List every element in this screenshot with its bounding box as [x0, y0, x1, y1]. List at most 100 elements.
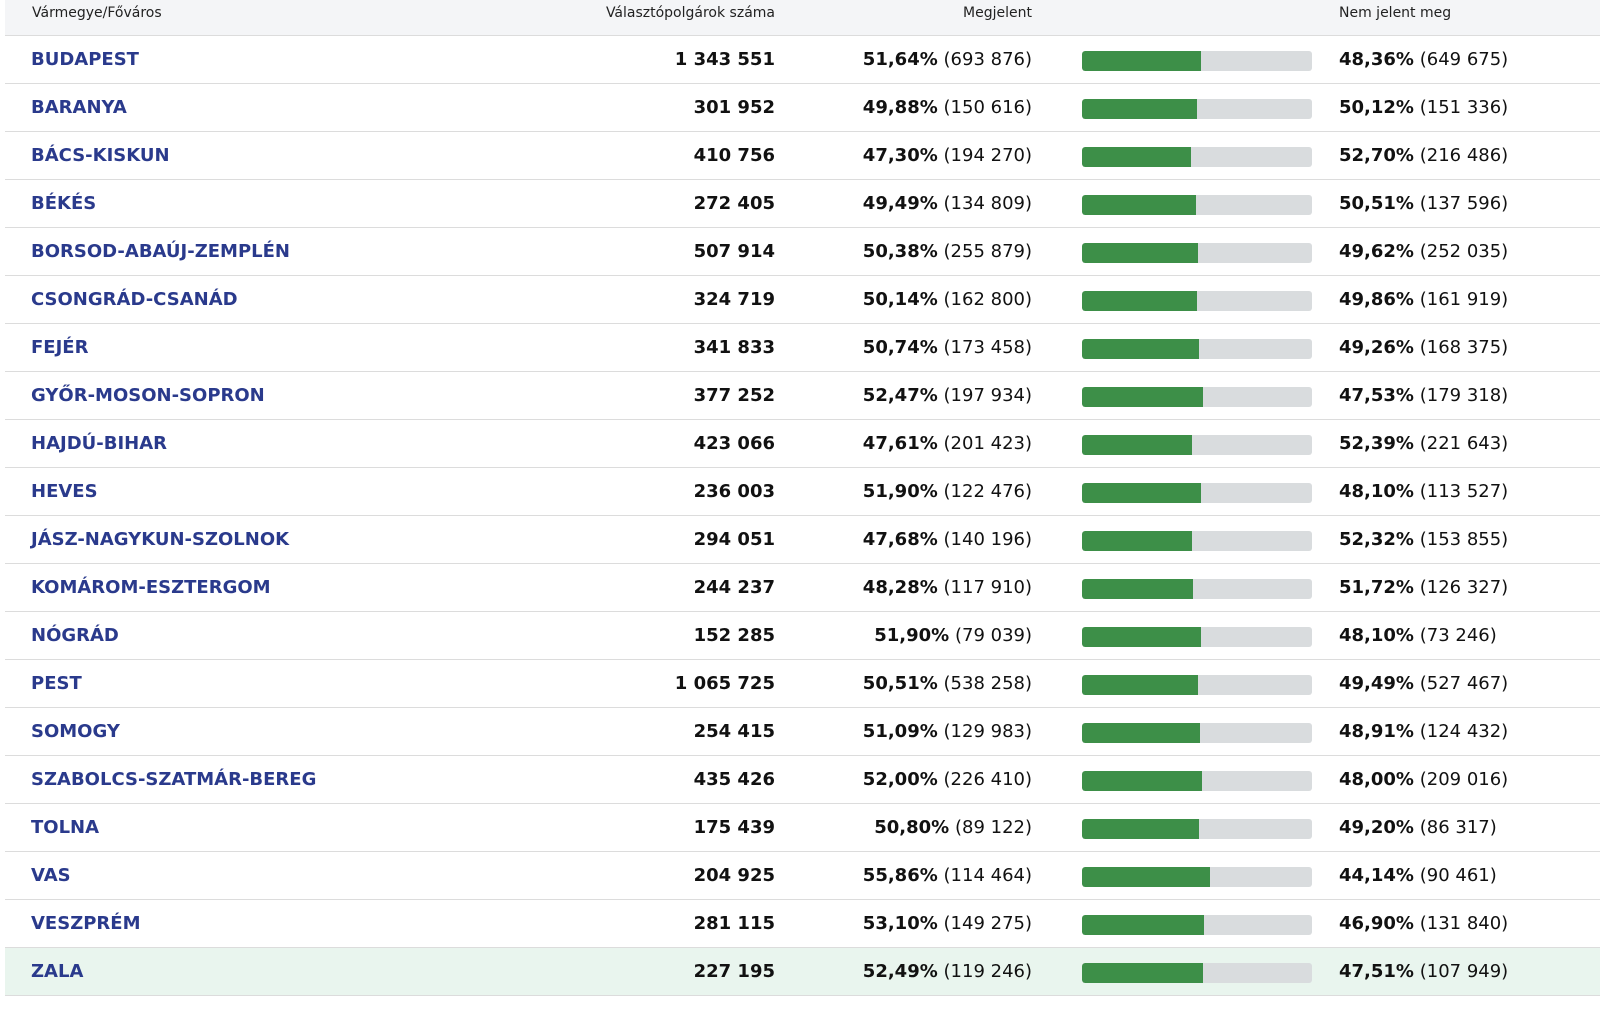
- column-header-county[interactable]: Vármegye/Főváros: [32, 5, 162, 21]
- present-count: (149 275): [943, 913, 1032, 934]
- turnout-bar-fill: [1082, 99, 1197, 119]
- column-header-absent[interactable]: Nem jelent meg: [1339, 5, 1452, 21]
- absent-percent: 52,39%: [1339, 433, 1414, 454]
- county-link[interactable]: CSONGRÁD-CSANÁD: [31, 289, 238, 310]
- turnout-bar: [1082, 579, 1312, 599]
- county-link[interactable]: VESZPRÉM: [31, 913, 141, 934]
- column-header-present[interactable]: Megjelent: [963, 5, 1032, 21]
- county-link[interactable]: NÓGRÁD: [31, 625, 119, 646]
- turnout-bar-fill: [1082, 291, 1198, 311]
- present-value: 49,49% (134 809): [863, 193, 1032, 215]
- turnout-bar-fill: [1082, 675, 1199, 695]
- present-value: 50,74% (173 458): [863, 337, 1032, 359]
- absent-value: 52,70% (216 486): [1339, 145, 1508, 167]
- table-row: GYŐR-MOSON-SOPRON 377 252 52,47% (197 934)…: [5, 372, 1600, 420]
- voters-count: 341 833: [693, 337, 775, 358]
- table-row: BÉKÉS 272 405 49,49% (134 809) 50,51% (137 …: [5, 180, 1600, 228]
- absent-value: 52,39% (221 643): [1339, 433, 1508, 455]
- county-link[interactable]: JÁSZ-NAGYKUN-SZOLNOK: [31, 529, 290, 550]
- absent-count: (179 318): [1419, 385, 1509, 406]
- turnout-bar-fill: [1082, 915, 1205, 935]
- absent-percent: 48,91%: [1339, 721, 1414, 742]
- present-value: 50,80% (89 122): [874, 817, 1032, 839]
- absent-value: 48,00% (209 016): [1339, 769, 1508, 791]
- absent-percent: 47,51%: [1339, 961, 1414, 982]
- turnout-bar-fill: [1082, 531, 1192, 551]
- column-header-voters[interactable]: Választópolgárok száma: [605, 5, 775, 21]
- absent-count: (131 840): [1419, 913, 1509, 934]
- county-link[interactable]: SZABOLCS-SZATMÁR-BEREG: [31, 769, 317, 790]
- voters-count: 294 051: [693, 529, 775, 550]
- table-row: PEST 1 065 725 50,51% (538 258) 49,49% (527…: [5, 660, 1600, 708]
- absent-count: (90 461): [1419, 865, 1497, 886]
- present-value: 51,90% (122 476): [863, 481, 1032, 503]
- county-link[interactable]: TOLNA: [31, 817, 100, 838]
- absent-value: 48,10% (113 527): [1339, 481, 1508, 503]
- absent-value: 48,36% (649 675): [1339, 49, 1508, 71]
- turnout-bar-fill: [1082, 339, 1199, 359]
- turnout-bar: [1082, 771, 1312, 791]
- absent-percent: 44,14%: [1339, 865, 1414, 886]
- present-percent: 51,90%: [862, 481, 938, 502]
- present-count: (173 458): [943, 337, 1032, 358]
- turnout-bar: [1082, 963, 1312, 983]
- table-row: TOLNA 175 439 50,80% (89 122) 49,20% (86 31…: [5, 804, 1600, 852]
- present-value: 49,88% (150 616): [863, 97, 1032, 119]
- voters-count: 281 115: [693, 913, 775, 934]
- turnout-bar: [1082, 339, 1312, 359]
- turnout-bar: [1082, 291, 1312, 311]
- table-row: BÁCS-KISKUN 410 756 47,30% (194 270) 52,70%…: [5, 132, 1600, 180]
- absent-percent: 48,10%: [1339, 481, 1414, 502]
- present-count: (162 800): [943, 289, 1032, 310]
- turnout-bar-fill: [1082, 771, 1202, 791]
- turnout-bar-fill: [1082, 51, 1201, 71]
- county-link[interactable]: SOMOGY: [31, 721, 120, 742]
- present-value: 52,49% (119 246): [863, 961, 1032, 983]
- voters-count: 324 719: [693, 289, 775, 310]
- county-link[interactable]: BARANYA: [31, 97, 127, 118]
- present-count: (134 809): [943, 193, 1032, 214]
- county-link[interactable]: BÁCS-KISKUN: [31, 145, 170, 166]
- turnout-bar: [1082, 435, 1312, 455]
- county-link[interactable]: KOMÁROM-ESZTERGOM: [31, 577, 271, 598]
- absent-count: (252 035): [1419, 241, 1509, 262]
- turnout-bar-fill: [1082, 387, 1203, 407]
- turnout-bar: [1082, 51, 1312, 71]
- turnout-bar-fill: [1082, 819, 1199, 839]
- county-link[interactable]: VAS: [31, 865, 71, 886]
- county-link[interactable]: BUDAPEST: [31, 49, 139, 70]
- present-percent: 47,68%: [862, 529, 938, 550]
- voters-count: 1 343 551: [674, 49, 775, 70]
- table-row: BORSOD-ABAÚJ-ZEMPLÉN 507 914 50,38% (255 8…: [5, 228, 1600, 276]
- present-value: 50,51% (538 258): [863, 673, 1032, 695]
- voters-count: 236 003: [693, 481, 775, 502]
- absent-percent: 50,51%: [1339, 193, 1414, 214]
- turnout-bar: [1082, 195, 1312, 215]
- county-link[interactable]: HAJDÚ-BIHAR: [31, 433, 167, 454]
- present-value: 55,86% (114 464): [863, 865, 1032, 887]
- county-link[interactable]: ZALA: [31, 961, 84, 982]
- table-row: VAS 204 925 55,86% (114 464) 44,14% (90 461…: [5, 852, 1600, 900]
- present-count: (255 879): [943, 241, 1032, 262]
- absent-value: 48,91% (124 432): [1339, 721, 1508, 743]
- county-link[interactable]: HEVES: [31, 481, 98, 502]
- turnout-bar: [1082, 243, 1312, 263]
- county-link[interactable]: FEJÉR: [31, 337, 89, 358]
- absent-count: (151 336): [1419, 97, 1509, 118]
- county-link[interactable]: GYŐR-MOSON-SOPRON: [31, 385, 265, 406]
- turnout-table: Vármegye/Főváros Választópolgárok száma …: [5, 0, 1600, 996]
- present-value: 50,38% (255 879): [863, 241, 1032, 263]
- present-count: (693 876): [943, 49, 1032, 70]
- present-count: (194 270): [943, 145, 1032, 166]
- voters-count: 301 952: [693, 97, 775, 118]
- county-link[interactable]: BÉKÉS: [31, 193, 97, 214]
- present-count: (538 258): [943, 673, 1032, 694]
- absent-percent: 49,49%: [1339, 673, 1414, 694]
- county-link[interactable]: PEST: [31, 673, 82, 694]
- county-link[interactable]: BORSOD-ABAÚJ-ZEMPLÉN: [31, 241, 290, 262]
- present-value: 47,61% (201 423): [863, 433, 1032, 455]
- present-count: (201 423): [943, 433, 1032, 454]
- absent-value: 47,51% (107 949): [1339, 961, 1508, 983]
- table-row: SZABOLCS-SZATMÁR-BEREG 435 426 52,00% (226…: [5, 756, 1600, 804]
- present-percent: 51,90%: [874, 625, 950, 646]
